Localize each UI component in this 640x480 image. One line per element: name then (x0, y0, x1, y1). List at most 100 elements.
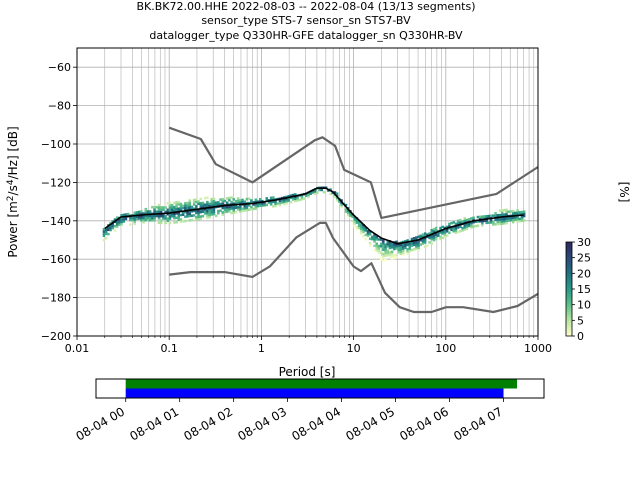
psd-density-cell (412, 243, 416, 247)
psd-density-cell (135, 215, 139, 219)
psd-density-cell (307, 193, 310, 197)
psd-density-cell (432, 230, 436, 233)
psd-density-cell (373, 235, 376, 239)
colorbar-cell (566, 314, 572, 317)
psd-density-cell (151, 219, 154, 222)
psd-density-cell (148, 210, 152, 213)
psd-density-cell (186, 208, 189, 211)
psd-density-cell (168, 204, 172, 207)
psd-density-cell (375, 249, 379, 252)
psd-density-cell (509, 210, 513, 213)
psd-density-cell (203, 205, 207, 209)
psd-density-cell (399, 250, 403, 253)
psd-density-cell (177, 216, 181, 219)
psd-density-cell (201, 214, 205, 218)
timeline-tick-label: 08-04 00 (73, 404, 127, 443)
psd-density-cell (421, 242, 425, 245)
psd-density-cell (368, 244, 372, 247)
psd-density-cell (362, 228, 365, 231)
psd-density-cell (153, 208, 156, 211)
mode-line (104, 187, 524, 245)
timeline-tick-label: 08-04 04 (289, 404, 343, 443)
psd-density-cell (126, 212, 130, 216)
psd-density-cell (467, 224, 471, 228)
psd-density-cell (140, 219, 143, 222)
psd-density-cell (221, 197, 225, 201)
psd-density-cell (353, 220, 357, 224)
psd-density-cell (388, 255, 392, 259)
psd-density-cell (404, 240, 407, 243)
psd-density-cell (384, 245, 387, 249)
psd-density-cell (219, 198, 222, 201)
psd-density-cell (142, 218, 145, 222)
psd-density-cell (518, 213, 522, 216)
colorbar-cell (566, 258, 572, 261)
psd-density-cell (452, 229, 456, 233)
colorbar: 0 5 10 15 20 25 30 [%] (565, 182, 631, 343)
psd-density-cell (368, 241, 372, 245)
psd-density-cell (419, 234, 423, 238)
psd-density-cell (177, 211, 181, 215)
psd-density-cell (415, 245, 418, 248)
psd-density-cell (170, 214, 174, 218)
psd-density-cell (188, 214, 192, 218)
psd-density-cell (470, 226, 473, 229)
psd-density-cell (289, 194, 293, 197)
psd-density-cell (399, 248, 403, 251)
psd-density-cell (522, 210, 526, 213)
psd-density-cell (197, 213, 200, 217)
psd-density-cell (107, 232, 110, 236)
psd-density-cell (102, 238, 106, 242)
psd-density-cell (344, 210, 348, 213)
psd-density-cell (397, 251, 401, 254)
psd-density-cell (287, 195, 291, 198)
colorbar-cell (566, 274, 572, 277)
psd-density-cell (296, 196, 299, 200)
psd-density-cell (467, 218, 471, 221)
colorbar-tick-label: 10 (577, 299, 591, 312)
psd-density-cell (206, 211, 209, 215)
psd-density-cell (452, 221, 456, 224)
colorbar-cell (566, 254, 572, 257)
psd-density-cell (307, 195, 310, 199)
psd-density-cell (252, 207, 255, 211)
psd-density-cell (166, 208, 170, 212)
psd-density-cell (236, 206, 240, 209)
psd-density-cell (272, 205, 275, 208)
psd-density-cell (340, 203, 343, 207)
psd-density-cell (377, 238, 381, 241)
psd-density-cell (459, 218, 462, 222)
psd-density-cell (201, 206, 205, 209)
psd-density-cell (430, 229, 434, 232)
psd-density-cell (199, 204, 203, 207)
psd-density-cell (305, 194, 308, 198)
psd-density-cell (245, 208, 249, 212)
psd-density-cell (201, 208, 205, 211)
psd-density-cell (107, 226, 110, 229)
psd-density-cell (269, 203, 273, 206)
psd-density-cell (463, 223, 467, 227)
psd-density-cell (489, 221, 493, 224)
psd-density-cell (379, 242, 383, 246)
psd-density-cell (153, 210, 156, 213)
psd-density-cell (236, 197, 240, 200)
psd-density-cell (239, 201, 242, 204)
psd-density-cell (287, 199, 291, 202)
psd-density-cell (481, 215, 484, 218)
psd-density-cell (500, 209, 504, 212)
psd-density-cell (505, 208, 508, 212)
psd-density-cell (181, 213, 185, 216)
psd-density-cell (404, 242, 407, 245)
psd-density-cell (157, 210, 161, 213)
psd-density-cell (120, 220, 123, 224)
psd-density-cell (199, 215, 203, 218)
psd-density-cell (190, 205, 194, 209)
psd-density-cell (428, 232, 431, 235)
psd-density-cell (379, 255, 383, 259)
psd-density-cell (254, 202, 258, 206)
psd-density-cell (190, 214, 194, 217)
psd-density-cell (434, 237, 438, 241)
psd-density-cell (353, 218, 357, 222)
psd-density-cell (192, 207, 196, 211)
psd-density-cell (300, 197, 304, 201)
